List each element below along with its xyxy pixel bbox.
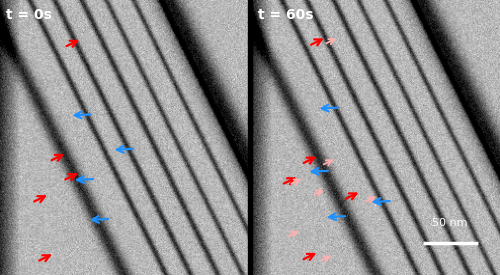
Bar bbox=[248, 0, 252, 275]
Text: t = 60s: t = 60s bbox=[258, 8, 314, 22]
Text: 50 nm: 50 nm bbox=[432, 218, 468, 228]
Text: t = 0s: t = 0s bbox=[6, 8, 52, 22]
